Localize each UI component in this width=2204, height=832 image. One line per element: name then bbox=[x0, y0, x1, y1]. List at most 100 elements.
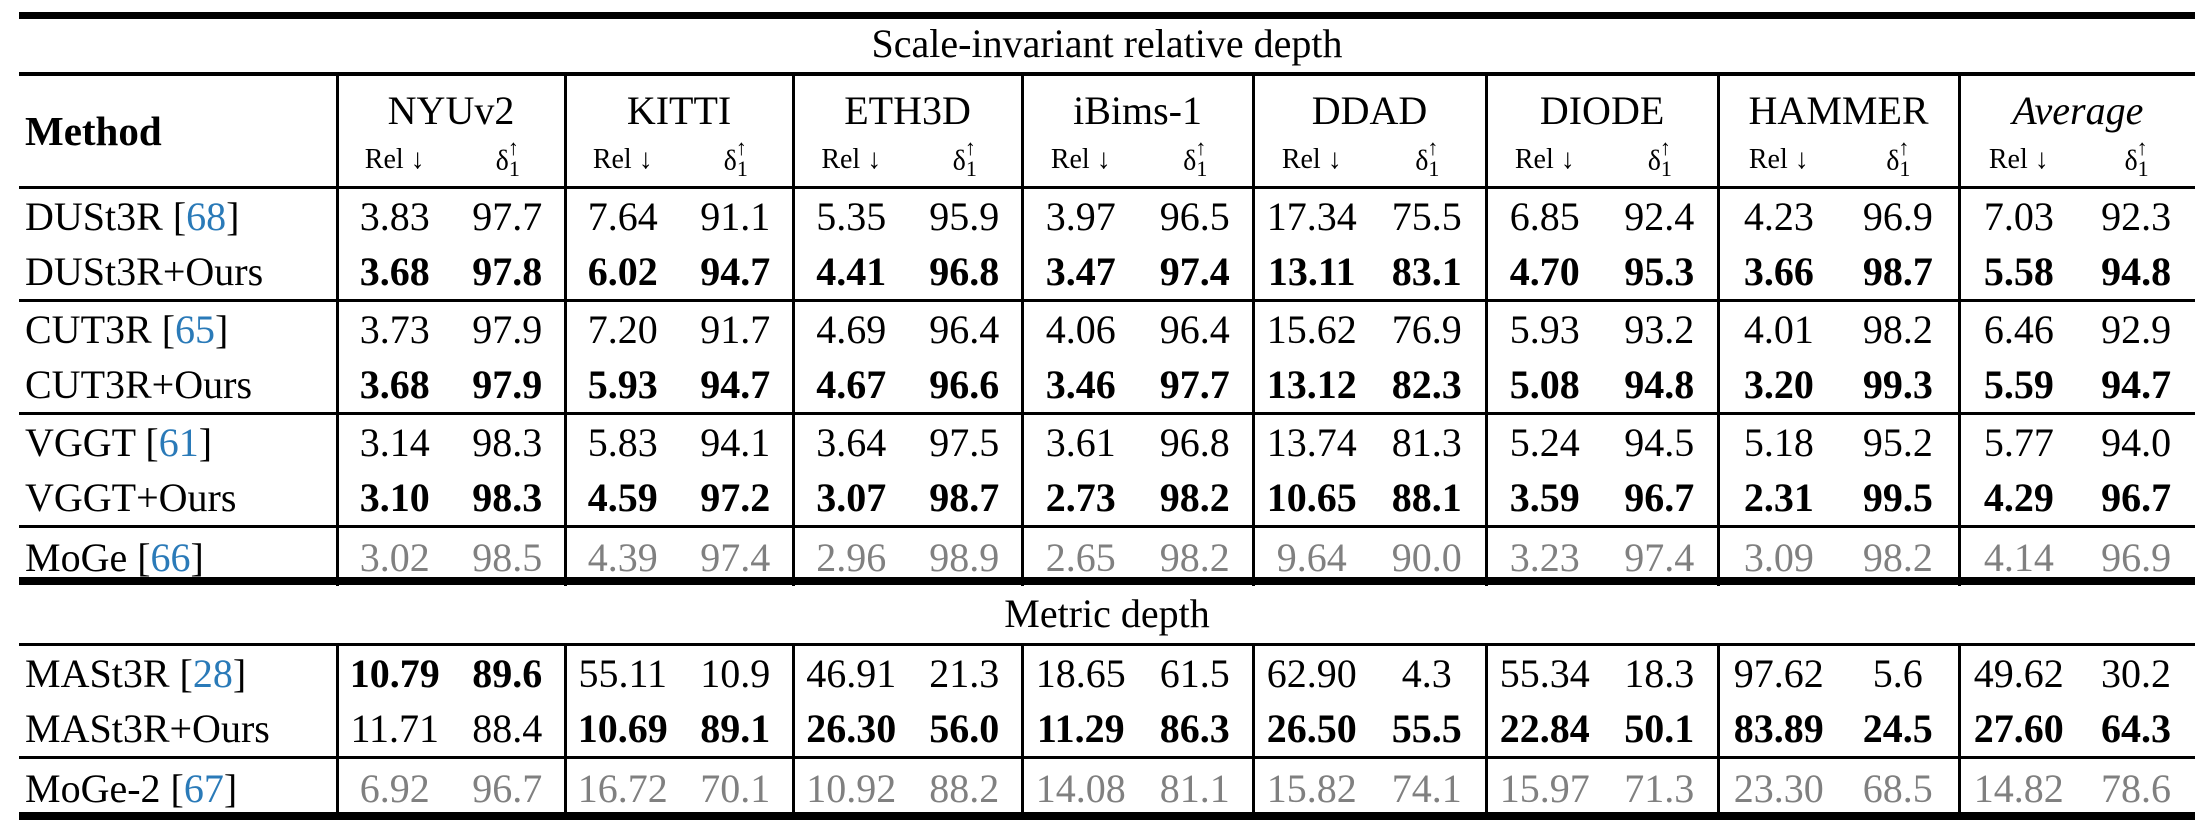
rel-value: 5.35 bbox=[791, 186, 909, 244]
delta-value: 98.2 bbox=[1138, 525, 1254, 586]
rel-value: 3.46 bbox=[1020, 357, 1139, 414]
rel-value: 5.83 bbox=[563, 412, 680, 470]
delta-value: 91.1 bbox=[679, 186, 794, 244]
rel-value: 15.97 bbox=[1484, 756, 1602, 817]
rel-value: 3.83 bbox=[335, 186, 451, 244]
metric-delta-header: δ1↑ bbox=[451, 134, 565, 188]
delta-value: 96.4 bbox=[908, 299, 1023, 357]
delta-value: 88.4 bbox=[472, 706, 543, 751]
delta-value: 95.2 bbox=[1838, 412, 1960, 470]
method-cell: VGGT+Ours bbox=[19, 470, 337, 527]
rel-value: 49.62 bbox=[1957, 643, 2077, 701]
method-name: MoGe bbox=[25, 534, 128, 580]
rel-value: 26.50 bbox=[1251, 701, 1369, 758]
delta-value: 76.9 bbox=[1369, 299, 1487, 357]
rel-value: 18.65 bbox=[1020, 643, 1138, 701]
delta-value: 98.7 bbox=[1862, 249, 1933, 294]
method-cell: MASt3R [28] bbox=[19, 643, 337, 701]
metric-rel-header: Rel ↓ bbox=[1484, 134, 1603, 188]
rel-value: 3.02 bbox=[335, 525, 451, 586]
delta-value: 30.2 bbox=[2077, 643, 2195, 701]
delta-value: 18.3 bbox=[1602, 643, 1718, 701]
table-row: MoGe-2 [67] 6.92 96.7 16.72 70.1 10.92 88.2 14.… bbox=[19, 756, 2195, 817]
rel-value: 17.34 bbox=[1251, 186, 1370, 244]
rel-value: 5.93 bbox=[1484, 299, 1603, 357]
rel-value: 4.70 bbox=[1484, 244, 1603, 301]
method-cell: CUT3R [65] bbox=[19, 299, 337, 357]
method-name: DUSt3R+Ours bbox=[25, 249, 264, 294]
delta-value: 24.5 bbox=[1862, 706, 1933, 751]
citation-link[interactable]: 65 bbox=[175, 307, 216, 352]
metric-rel-header: Rel ↓ bbox=[1957, 134, 2078, 188]
delta-symbol: δ bbox=[723, 144, 737, 176]
delta-value: 81.3 bbox=[1369, 412, 1487, 470]
delta-value: 96.9 bbox=[1838, 186, 1960, 244]
delta-subscript: 1 bbox=[1660, 155, 1672, 181]
metric-rel-header: Rel ↓ bbox=[1020, 134, 1139, 188]
rel-value: 4.67 bbox=[791, 357, 909, 414]
delta-value: 90.0 bbox=[1369, 525, 1487, 586]
section-title-metric: Metric depth bbox=[1004, 591, 1210, 636]
rel-value: 6.85 bbox=[1484, 186, 1603, 244]
method-name: MoGe-2 bbox=[25, 765, 161, 811]
rel-value: 3.66 bbox=[1716, 244, 1839, 301]
delta-superscript: ↑ bbox=[2136, 134, 2148, 160]
delta-value: 91.7 bbox=[679, 299, 794, 357]
delta-superscript: ↑ bbox=[1659, 134, 1671, 160]
citation-link[interactable]: 67 bbox=[183, 765, 224, 811]
metric-rel-header: Rel ↓ bbox=[1251, 134, 1370, 188]
delta-value: 81.1 bbox=[1138, 756, 1253, 817]
delta-value: 97.4 bbox=[1159, 249, 1230, 294]
rel-value: 11.71 bbox=[335, 701, 451, 758]
metric-delta-header: δ1↑ bbox=[1838, 134, 1959, 188]
rel-value: 13.74 bbox=[1251, 412, 1370, 470]
delta-value: 92.9 bbox=[2077, 299, 2196, 357]
metric-rel-header: Rel ↓ bbox=[563, 134, 680, 188]
section-divider-rule bbox=[19, 577, 2195, 585]
delta-value: 96.8 bbox=[1138, 412, 1254, 470]
citation-link[interactable]: 28 bbox=[192, 651, 233, 696]
rel-value: 6.92 bbox=[335, 756, 451, 817]
rel-value: 3.73 bbox=[335, 299, 451, 357]
delta-value: 68.5 bbox=[1838, 756, 1959, 817]
delta-subscript: 1 bbox=[508, 155, 520, 181]
rel-value: 3.97 bbox=[1020, 186, 1139, 244]
table-row: MoGe [66] 3.02 98.5 4.39 97.4 2.96 98.9 2.65 98.… bbox=[19, 525, 2196, 586]
delta-value: 95.9 bbox=[908, 186, 1023, 244]
rel-value: 16.72 bbox=[563, 756, 679, 817]
citation-link[interactable]: 66 bbox=[150, 534, 191, 580]
rel-value: 4.01 bbox=[1716, 299, 1839, 357]
delta-value: 5.6 bbox=[1838, 643, 1959, 701]
rel-value: 15.82 bbox=[1251, 756, 1369, 817]
rel-value: 13.11 bbox=[1251, 244, 1370, 301]
method-cell: MoGe [66] bbox=[19, 525, 337, 586]
metric-delta-header: δ1↑ bbox=[2077, 134, 2195, 188]
rel-value: 4.14 bbox=[1957, 525, 2078, 586]
delta-symbol: δ bbox=[495, 144, 509, 176]
rel-value: 3.23 bbox=[1484, 525, 1603, 586]
top-rule bbox=[19, 12, 2195, 19]
citation-link[interactable]: 61 bbox=[158, 420, 199, 465]
delta-value: 78.6 bbox=[2077, 756, 2195, 817]
delta-value: 98.2 bbox=[1838, 525, 1960, 586]
metric-delta-header: δ1↑ bbox=[679, 134, 793, 188]
delta-subscript: 1 bbox=[1899, 155, 1911, 181]
rel-value: 2.96 bbox=[791, 525, 909, 586]
delta-value: 92.4 bbox=[1602, 186, 1719, 244]
delta-value: 95.3 bbox=[1624, 249, 1695, 294]
delta-value: 96.4 bbox=[1138, 299, 1254, 357]
rel-value: 3.68 bbox=[335, 244, 451, 301]
delta-subscript: 1 bbox=[736, 155, 748, 181]
delta-value: 98.7 bbox=[929, 475, 1000, 520]
delta-value: 96.9 bbox=[2077, 525, 2196, 586]
dataset-header: Average bbox=[1957, 74, 2196, 134]
delta-value: 94.7 bbox=[700, 362, 771, 407]
rel-value: 5.58 bbox=[1957, 244, 2078, 301]
delta-value: 98.5 bbox=[451, 525, 566, 586]
method-header: Method bbox=[25, 108, 162, 154]
delta-value: 96.7 bbox=[2101, 475, 2172, 520]
delta-value: 99.5 bbox=[1862, 475, 1933, 520]
rel-value: 3.09 bbox=[1716, 525, 1839, 586]
delta-value: 96.7 bbox=[451, 756, 565, 817]
citation-link[interactable]: 68 bbox=[186, 194, 227, 239]
